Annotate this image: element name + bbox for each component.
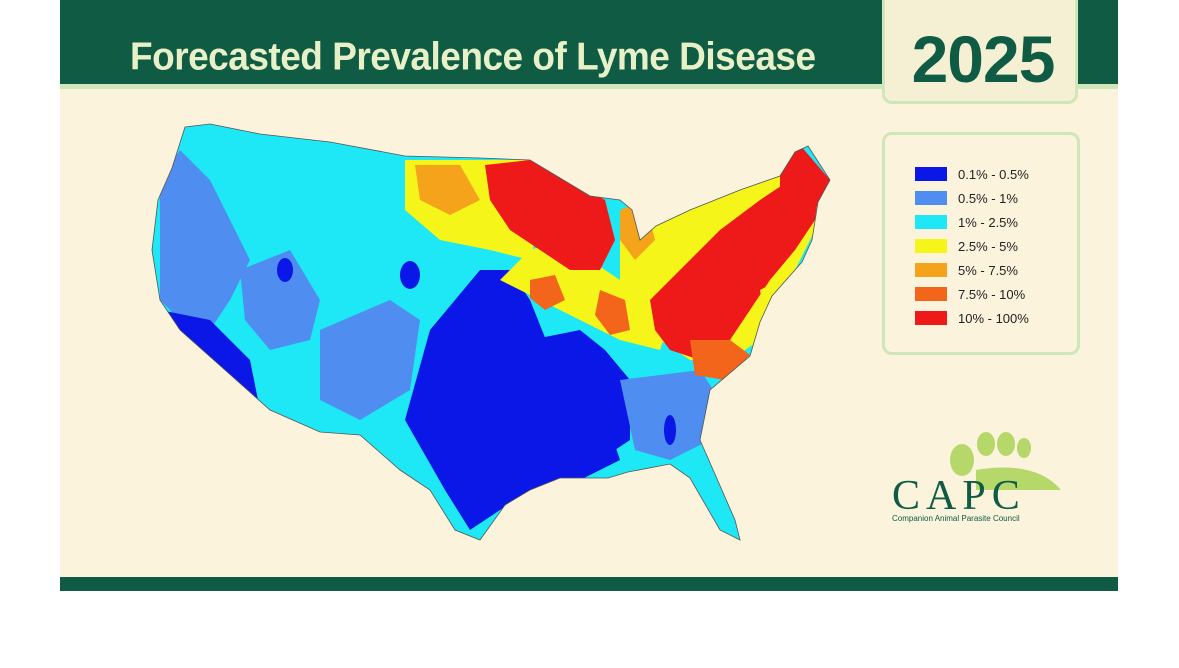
footer-band: [60, 577, 1118, 591]
year-label: 2025: [911, 22, 1056, 96]
logo-wordmark: CAPC: [892, 473, 1026, 519]
legend-label: 1% - 2.5%: [958, 214, 1018, 230]
legend-label: 5% - 7.5%: [958, 262, 1018, 278]
region-illinois-orange: [595, 290, 630, 335]
legend-swatch: [915, 311, 947, 325]
legend-swatch: [915, 167, 947, 181]
region-southwest: [320, 300, 420, 420]
region-west-coast: [160, 150, 250, 330]
logo-subtitle: Companion Animal Parasite Council: [892, 514, 1020, 523]
region-new-england-red: [780, 145, 830, 220]
legend-item: 10% - 100%: [915, 309, 1029, 327]
year-box: 2025: [882, 0, 1078, 104]
legend-item: 7.5% - 10%: [915, 285, 1025, 303]
legend-swatch: [915, 287, 947, 301]
legend-swatch: [915, 215, 947, 229]
legend-label: 0.5% - 1%: [958, 190, 1018, 206]
us-outline: [151, 123, 831, 541]
map-card: Forecasted Prevalence of Lyme Disease 20…: [60, 0, 1118, 591]
page-title: Forecasted Prevalence of Lyme Disease: [130, 34, 816, 78]
region-mississippi: [530, 330, 630, 460]
legend-item: 0.5% - 1%: [915, 189, 1018, 207]
legend-item: 2.5% - 5%: [915, 237, 1018, 255]
region-northeast-red: [650, 180, 820, 360]
header-divider: [60, 84, 1118, 89]
region-iowa-orange: [530, 275, 565, 310]
region-nevada: [240, 250, 320, 350]
region-dakota-orange: [415, 165, 480, 215]
legend-label: 2.5% - 5%: [958, 238, 1018, 254]
legend-item: 0.1% - 0.5%: [915, 165, 1029, 183]
legend-label: 7.5% - 10%: [958, 286, 1026, 302]
legend-label: 0.1% - 0.5%: [958, 166, 1029, 182]
us-prevalence-map: [151, 123, 831, 541]
paw-print-icon: [950, 432, 1061, 490]
legend-item: 1% - 2.5%: [915, 213, 1018, 231]
legend: 0.1% - 0.5% 0.5% - 1% 1% - 2.5% 2.5% - 5…: [882, 132, 1080, 355]
legend-item: 5% - 7.5%: [915, 261, 1018, 279]
region-south-central: [405, 270, 620, 530]
legend-swatch: [915, 239, 947, 253]
region-georgia-spot: [664, 415, 676, 445]
capc-logo: CAPC Companion Animal Parasite Council: [886, 430, 1086, 540]
legend-swatch: [915, 263, 947, 277]
legend-swatch: [915, 191, 947, 205]
region-florida: [690, 460, 740, 535]
region-utah-spot: [277, 258, 293, 282]
legend-label: 10% - 100%: [958, 310, 1029, 326]
region-colorado-spot: [400, 261, 420, 289]
